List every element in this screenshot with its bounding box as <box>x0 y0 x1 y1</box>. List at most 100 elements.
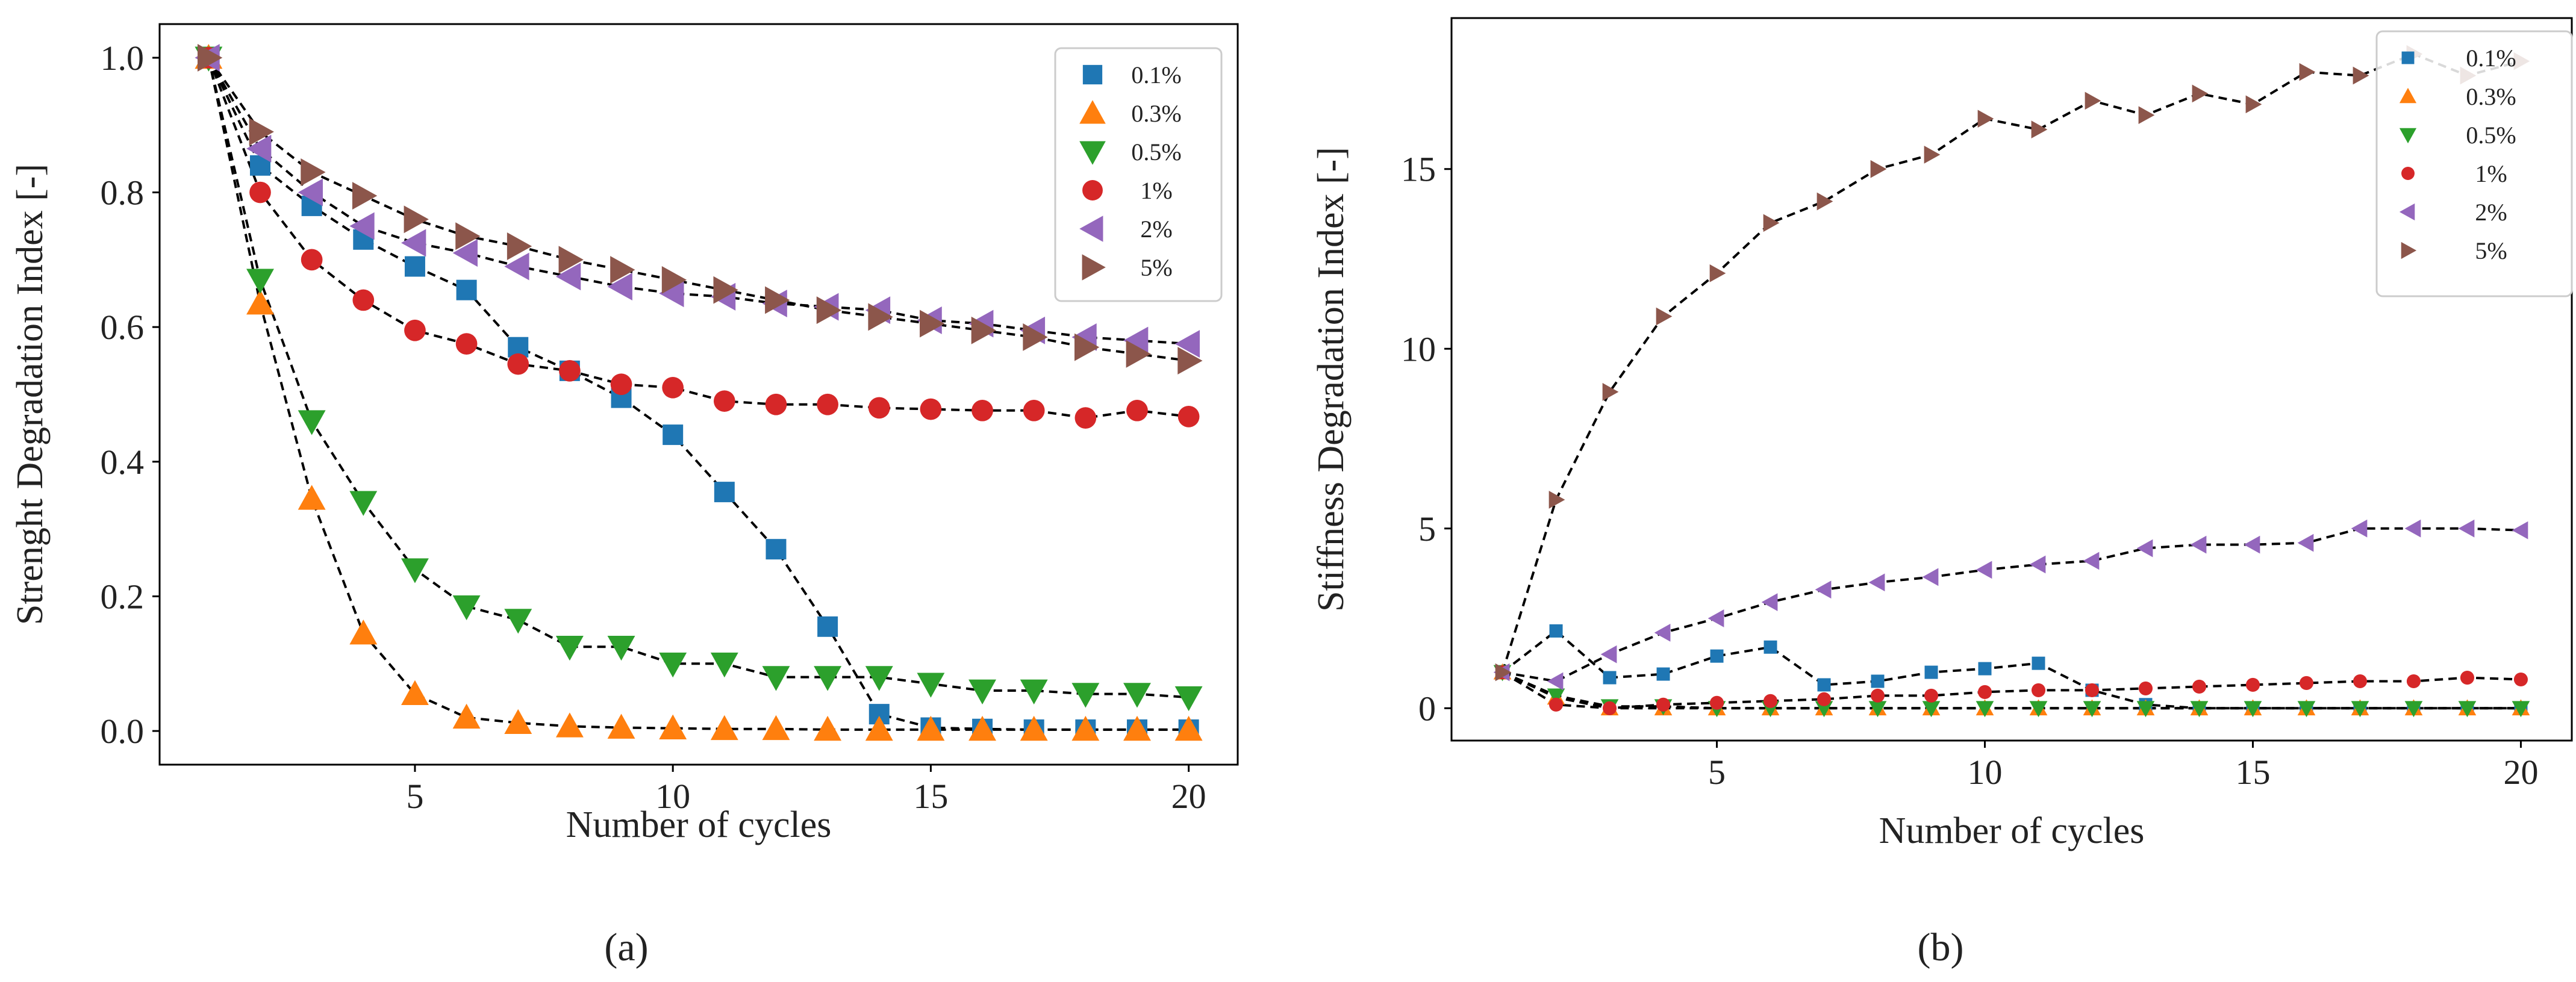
data-point-2pct <box>1707 609 1724 627</box>
data-point-0p5pct <box>2458 701 2477 718</box>
data-point-1pct <box>2513 672 2528 687</box>
data-point-5pct <box>1656 307 1673 326</box>
data-point-5pct <box>868 303 893 331</box>
series-line-0p5pct <box>207 57 1189 699</box>
data-point-0p1pct <box>1603 671 1617 685</box>
data-point-1pct <box>249 181 271 204</box>
data-point-0p3pct <box>607 713 635 739</box>
data-point-0p5pct <box>298 410 326 435</box>
y-tick-label: 0.2 <box>101 577 145 616</box>
data-point-2pct <box>2136 539 2153 558</box>
data-point-2pct <box>2404 519 2421 538</box>
data-point-2pct <box>1174 330 1200 358</box>
legend-marker-0p1pct <box>1082 64 1103 85</box>
data-point-1pct <box>2245 677 2260 692</box>
legend-marker-1pct <box>2401 167 2415 180</box>
legend-label-0p3pct: 0.3% <box>2466 83 2516 110</box>
legend-label-2pct: 2% <box>1140 216 1172 243</box>
series-markers-5pct <box>198 43 1203 375</box>
legend-a: 0.1% 0.3% 0.5% 1% 2% 5% <box>1054 47 1223 302</box>
data-point-1pct <box>2085 683 2100 697</box>
data-point-5pct <box>2299 63 2316 81</box>
data-point-5pct <box>2353 66 2369 85</box>
y-tick-label: 0.6 <box>101 308 145 347</box>
data-point-5pct <box>198 43 223 72</box>
series-line-0p1pct <box>1502 629 2521 710</box>
data-point-0p5pct <box>2083 701 2101 718</box>
data-point-0p3pct <box>504 709 532 735</box>
data-point-1pct <box>404 319 426 341</box>
legend-marker-5pct <box>1082 254 1106 281</box>
data-point-2pct <box>2244 535 2260 554</box>
data-point-2pct <box>659 279 684 308</box>
data-point-2pct <box>1868 573 1885 592</box>
data-point-0p5pct <box>349 491 378 516</box>
series-line-5pct <box>1501 52 2522 673</box>
data-point-0p5pct <box>1071 683 1100 708</box>
y-tick-label: 1.0 <box>101 39 145 78</box>
data-point-5pct <box>1924 146 1941 164</box>
data-point-1pct <box>920 398 942 420</box>
chart-a-strength-degradation: 5 10 15 20 0.0 0.2 0.4 0.6 0.8 1.0 Number of cycle… <box>10 23 1239 845</box>
data-point-0p1pct <box>1549 624 1563 638</box>
legend-marker-0p3pct <box>2399 87 2417 104</box>
data-point-0p5pct <box>2297 701 2316 718</box>
data-point-0p5pct <box>2512 701 2530 718</box>
data-point-2pct <box>1123 326 1149 355</box>
data-point-5pct <box>2192 84 2209 103</box>
series-line-1pct <box>1502 671 2521 710</box>
series-markers-0p5pct <box>195 46 1203 712</box>
series-0p1pct <box>1502 629 2521 710</box>
x-tick-label: 20 <box>1171 777 1206 816</box>
data-point-1pct <box>2031 683 2046 697</box>
series-markers-1pct <box>1495 665 2528 715</box>
plot-frame-a <box>158 23 1239 766</box>
legend-label-0p3pct: 0.3% <box>1131 100 1181 127</box>
legend-label-0p5pct: 0.5% <box>2466 122 2516 149</box>
data-point-5pct <box>1817 192 1833 211</box>
series-line-5pct <box>207 57 1189 362</box>
data-point-2pct <box>1815 580 1832 599</box>
data-point-0p5pct <box>917 673 945 698</box>
data-point-1pct <box>507 353 529 375</box>
x-tick-label: 5 <box>1708 753 1726 792</box>
y-tick-label: 0 <box>1418 689 1436 728</box>
data-point-0p5pct <box>2136 701 2155 718</box>
data-point-0p5pct <box>659 652 687 678</box>
series-markers-2pct <box>195 43 1200 358</box>
data-point-1pct <box>713 390 735 412</box>
data-point-1pct <box>2460 670 2475 685</box>
data-point-0p5pct <box>814 666 842 691</box>
data-point-5pct <box>610 256 635 284</box>
data-point-0p3pct <box>298 485 326 510</box>
y-tick-label: 15 <box>1401 150 1436 189</box>
data-point-0p5pct <box>2190 701 2209 718</box>
data-point-0p3pct <box>814 715 842 741</box>
data-point-0p3pct <box>968 715 997 741</box>
data-point-2pct <box>401 229 426 257</box>
data-point-1pct <box>1977 685 1992 699</box>
series-line-0p3pct <box>207 57 1189 731</box>
series-5pct <box>1501 52 2522 673</box>
data-point-0p5pct <box>865 666 893 691</box>
data-point-2pct <box>349 212 375 240</box>
data-point-1pct <box>662 376 684 399</box>
x-axis-label: Number of cycles <box>1879 810 2145 851</box>
data-point-1pct <box>817 393 838 415</box>
data-point-1pct <box>1074 407 1097 429</box>
y-tick-label: 5 <box>1418 509 1436 548</box>
data-point-0p3pct <box>1123 715 1151 741</box>
data-point-2pct <box>2029 555 2046 574</box>
data-point-0p3pct <box>1020 715 1048 741</box>
data-point-0p3pct <box>865 715 893 741</box>
data-point-5pct <box>2138 106 2155 125</box>
data-point-0p5pct <box>452 595 481 621</box>
data-point-2pct <box>1547 672 1564 691</box>
data-point-0p5pct <box>710 652 738 678</box>
chart-b-stiffness-degradation: 5 10 15 20 0 5 10 15 Number of cycles Stiffness D… <box>1311 17 2573 851</box>
data-point-0p5pct <box>607 635 635 661</box>
data-point-0p1pct <box>456 279 477 300</box>
data-point-0p5pct <box>2404 701 2423 718</box>
data-point-0p5pct <box>1547 688 1565 705</box>
data-point-5pct <box>301 158 326 186</box>
